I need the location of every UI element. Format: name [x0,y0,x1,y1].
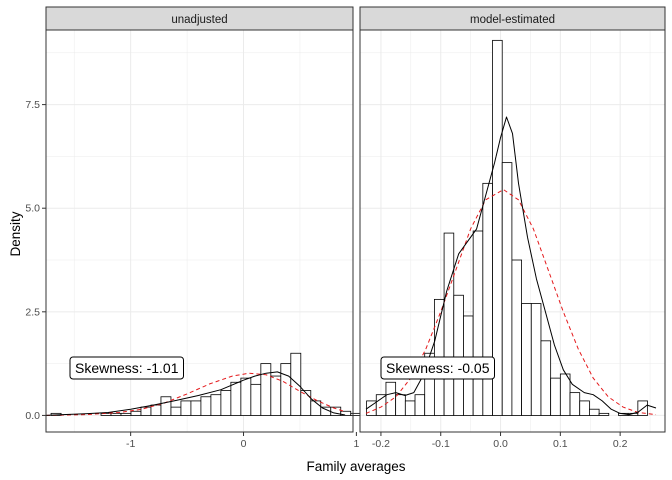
histogram-bar [569,392,581,416]
histogram-bar [559,373,571,416]
histogram-bar [160,396,172,416]
kde-curve [365,116,657,416]
histogram-bar [280,363,292,416]
panels-layer: unadjusted -1 0 1 Skewness: -1.01 model-estim… [45,6,666,450]
panel-model-estimated: model-estimated -0.2 -0.1 0.0 0.1 0.2 Skewness… [359,6,666,450]
histogram-bar [180,400,192,416]
histogram-bar [540,340,552,416]
y-axis-ticks: 0.0 2.5 5.0 7.5 [25,99,46,422]
histogram-bar [350,412,362,416]
histogram-bar [404,400,416,416]
strip-label: unadjusted [171,14,227,26]
histogram-bar [120,412,132,416]
histogram-bar [110,412,122,416]
annotation-text: Skewness: -0.05 [386,360,490,376]
histogram-bar [250,383,262,416]
histogram-bar [482,182,493,416]
histogram-bar [270,375,282,416]
x-axis-ticks: -1 0 1 [126,432,359,450]
histogram-bar [472,230,484,416]
y-tick-label: 2.5 [25,306,40,318]
histogram-bar [579,400,590,416]
histogram-bar [414,394,426,416]
strip-label: model-estimated [470,14,555,26]
x-tick-label: 0 [241,438,247,450]
annotation-box [380,356,495,380]
histogram-bar [501,162,513,416]
skewness-annotation: Skewness: -0.05 [380,356,495,380]
histogram-bar [220,390,232,416]
histogram-bar [395,394,406,416]
y-tick-label: 5.0 [25,203,40,215]
histogram-bar [170,406,182,416]
y-tick-label: 0.0 [25,410,40,422]
kde-curve [45,371,346,416]
histogram-bar [598,412,610,416]
histogram-bar [260,363,272,416]
x-tick-label: 1 [353,438,359,450]
histogram-bar [550,377,561,416]
histogram-bar [130,410,142,416]
x-tick-label: -0.2 [372,438,390,450]
histogram-bar [530,303,542,416]
histogram-bar [511,259,522,416]
histogram-bar [589,408,600,416]
skewness-annotation: Skewness: -1.01 [69,356,184,380]
histogram-bar [290,352,302,416]
histogram-bars [50,352,362,416]
histogram-bar [210,394,222,416]
histogram-bar [453,294,464,416]
panel-border [359,29,666,433]
histogram-bar [240,377,252,416]
histogram-bar [200,396,212,416]
histogram-bar [300,390,312,416]
histogram-bar [375,394,387,416]
annotation-box [69,356,184,380]
histogram-bar [190,400,202,416]
histogram-bar [521,303,532,416]
histogram-bar [443,232,455,416]
histogram-bar [385,381,397,416]
y-axis-title: Density [8,211,23,256]
y-tick-label: 7.5 [25,99,40,111]
x-tick-label: -0.1 [432,438,450,450]
panel-border [45,29,354,433]
x-tick-label: 0.2 [613,438,628,450]
x-tick-label: -1 [126,438,135,450]
x-tick-label: 0.1 [553,438,568,450]
annotation-text: Skewness: -1.01 [75,360,179,376]
x-tick-label: 0.0 [493,438,508,450]
x-axis-title: Family averages [306,459,405,474]
x-axis-ticks: -0.2 -0.1 0.0 0.1 0.2 [372,432,628,450]
panel-unadjusted: unadjusted -1 0 1 Skewness: -1.01 [45,6,362,450]
histogram-bar [230,381,242,416]
normal-curve [45,372,346,416]
